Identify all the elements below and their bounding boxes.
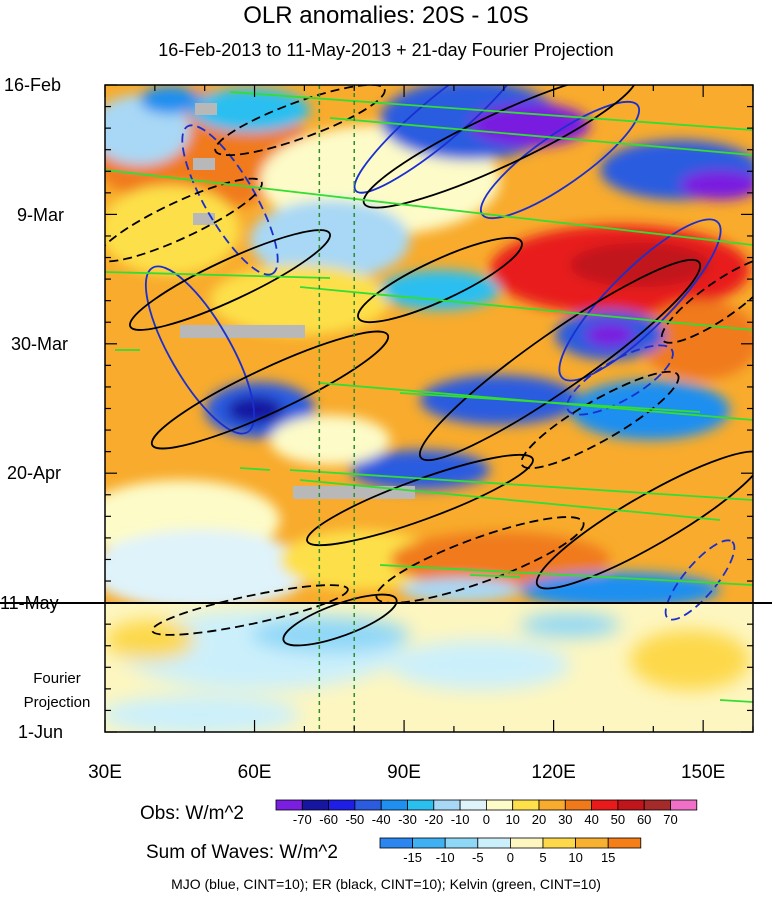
obs-colorbar-level-label: -30 — [398, 812, 417, 827]
y-tick-label-11-may: 11-May — [0, 593, 59, 613]
projection-label-line-1: Fourier — [33, 670, 81, 687]
obs-colorbar-level-label: 0 — [482, 812, 491, 827]
chart-subtitle: 16-Feb-2013 to 11-May-2013 + 21-day Four… — [158, 40, 614, 60]
obs-colorbar-swatch — [564, 799, 592, 811]
y-axis-ticks — [105, 84, 753, 733]
x-tick-label: 90E — [387, 762, 421, 783]
waves-colorbar-level-label: -5 — [472, 850, 484, 865]
waves-colorbar-swatch — [575, 837, 609, 849]
mjo-contours — [144, 85, 736, 621]
x-axis-ticks — [104, 85, 754, 732]
waves-colorbar-level-label: -10 — [435, 850, 455, 865]
y-tick-label-1-jun: 1-Jun — [18, 722, 64, 742]
contour-legend-note: MJO (blue, CINT=10); ER (black, CINT=10)… — [171, 876, 601, 892]
waves-colorbar-swatch — [509, 837, 544, 849]
obs-colorbar-swatch — [301, 799, 329, 811]
x-tick-label: 120E — [531, 762, 576, 783]
y-tick-label-20-apr: 20-Apr — [7, 463, 62, 483]
waves-colorbar-swatch — [477, 837, 511, 849]
obs-colorbar-swatch — [512, 799, 540, 811]
obs-colorbar-level-label: 50 — [610, 812, 626, 827]
chart-title: OLR anomalies: 20S - 10S — [243, 2, 529, 29]
waves-colorbar-swatch — [444, 837, 479, 849]
obs-colorbar-swatch — [354, 799, 382, 811]
obs-colorbar-level-label: 30 — [558, 812, 573, 827]
x-tick-label: 60E — [237, 762, 272, 783]
obs-colorbar-level-label: 40 — [584, 812, 599, 827]
waves-colorbar-swatch — [379, 837, 413, 849]
waves-colorbar-level-label: -15 — [403, 850, 422, 865]
obs-colorbar-level-label: -50 — [345, 812, 365, 827]
y-tick-label-9-mar: 9-Mar — [17, 205, 65, 225]
obs-colorbar-swatch — [328, 799, 356, 811]
obs-colorbar-swatch — [275, 799, 303, 811]
obs-colorbar-swatch — [591, 799, 619, 811]
obs-colorbar — [275, 799, 698, 811]
obs-colorbar-level-label: 60 — [636, 812, 652, 827]
projection-label-line-2: Projection — [23, 694, 91, 711]
missing-data-patches — [180, 103, 415, 499]
waves-colorbar-swatch — [607, 837, 642, 849]
waves-colorbar-level-label: 0 — [506, 850, 515, 865]
obs-field — [105, 85, 753, 603]
waves-colorbar — [379, 837, 642, 849]
y-tick-label-16-feb: 16-Feb — [4, 75, 62, 95]
waves-colorbar-swatch — [412, 837, 446, 849]
obs-colorbar-level-label: 10 — [505, 812, 520, 827]
obs-colorbar-level-label: -40 — [371, 812, 391, 827]
er-contours — [105, 85, 753, 647]
x-tick-label: 30E — [88, 762, 122, 783]
obs-colorbar-title: Obs: W/m^2 — [140, 803, 244, 824]
x-tick-label: 150E — [680, 762, 726, 783]
obs-colorbar-swatch — [485, 799, 514, 811]
obs-colorbar-level-label: 70 — [663, 812, 678, 827]
obs-colorbar-swatch — [380, 799, 408, 811]
waves-colorbar-level-label: 15 — [600, 850, 616, 865]
waves-colorbar-title: Sum of Waves: W/m^2 — [146, 842, 338, 863]
reference-lines — [318, 85, 355, 732]
waves-colorbar-swatch — [542, 837, 576, 849]
obs-colorbar-swatch — [538, 799, 566, 811]
kelvin-contours — [105, 91, 753, 703]
obs-colorbar-level-label: -60 — [319, 812, 338, 827]
waves-colorbar-level-label: 5 — [539, 850, 547, 865]
obs-colorbar-swatch — [617, 799, 645, 811]
obs-colorbar-level-label: -20 — [424, 812, 444, 827]
waves-colorbar-level-label: 10 — [568, 850, 583, 865]
obs-colorbar-level-label: -10 — [450, 812, 470, 827]
y-tick-label-30-mar: 30-Mar — [11, 334, 69, 354]
projection-field — [105, 603, 753, 732]
obs-colorbar-swatch — [643, 799, 671, 811]
obs-colorbar-swatch — [459, 799, 487, 811]
obs-colorbar-level-label: -70 — [292, 812, 312, 827]
obs-colorbar-level-label: 20 — [531, 812, 547, 827]
obs-colorbar-swatch — [670, 799, 698, 811]
obs-colorbar-swatch — [433, 799, 461, 811]
obs-colorbar-swatch — [407, 799, 435, 811]
